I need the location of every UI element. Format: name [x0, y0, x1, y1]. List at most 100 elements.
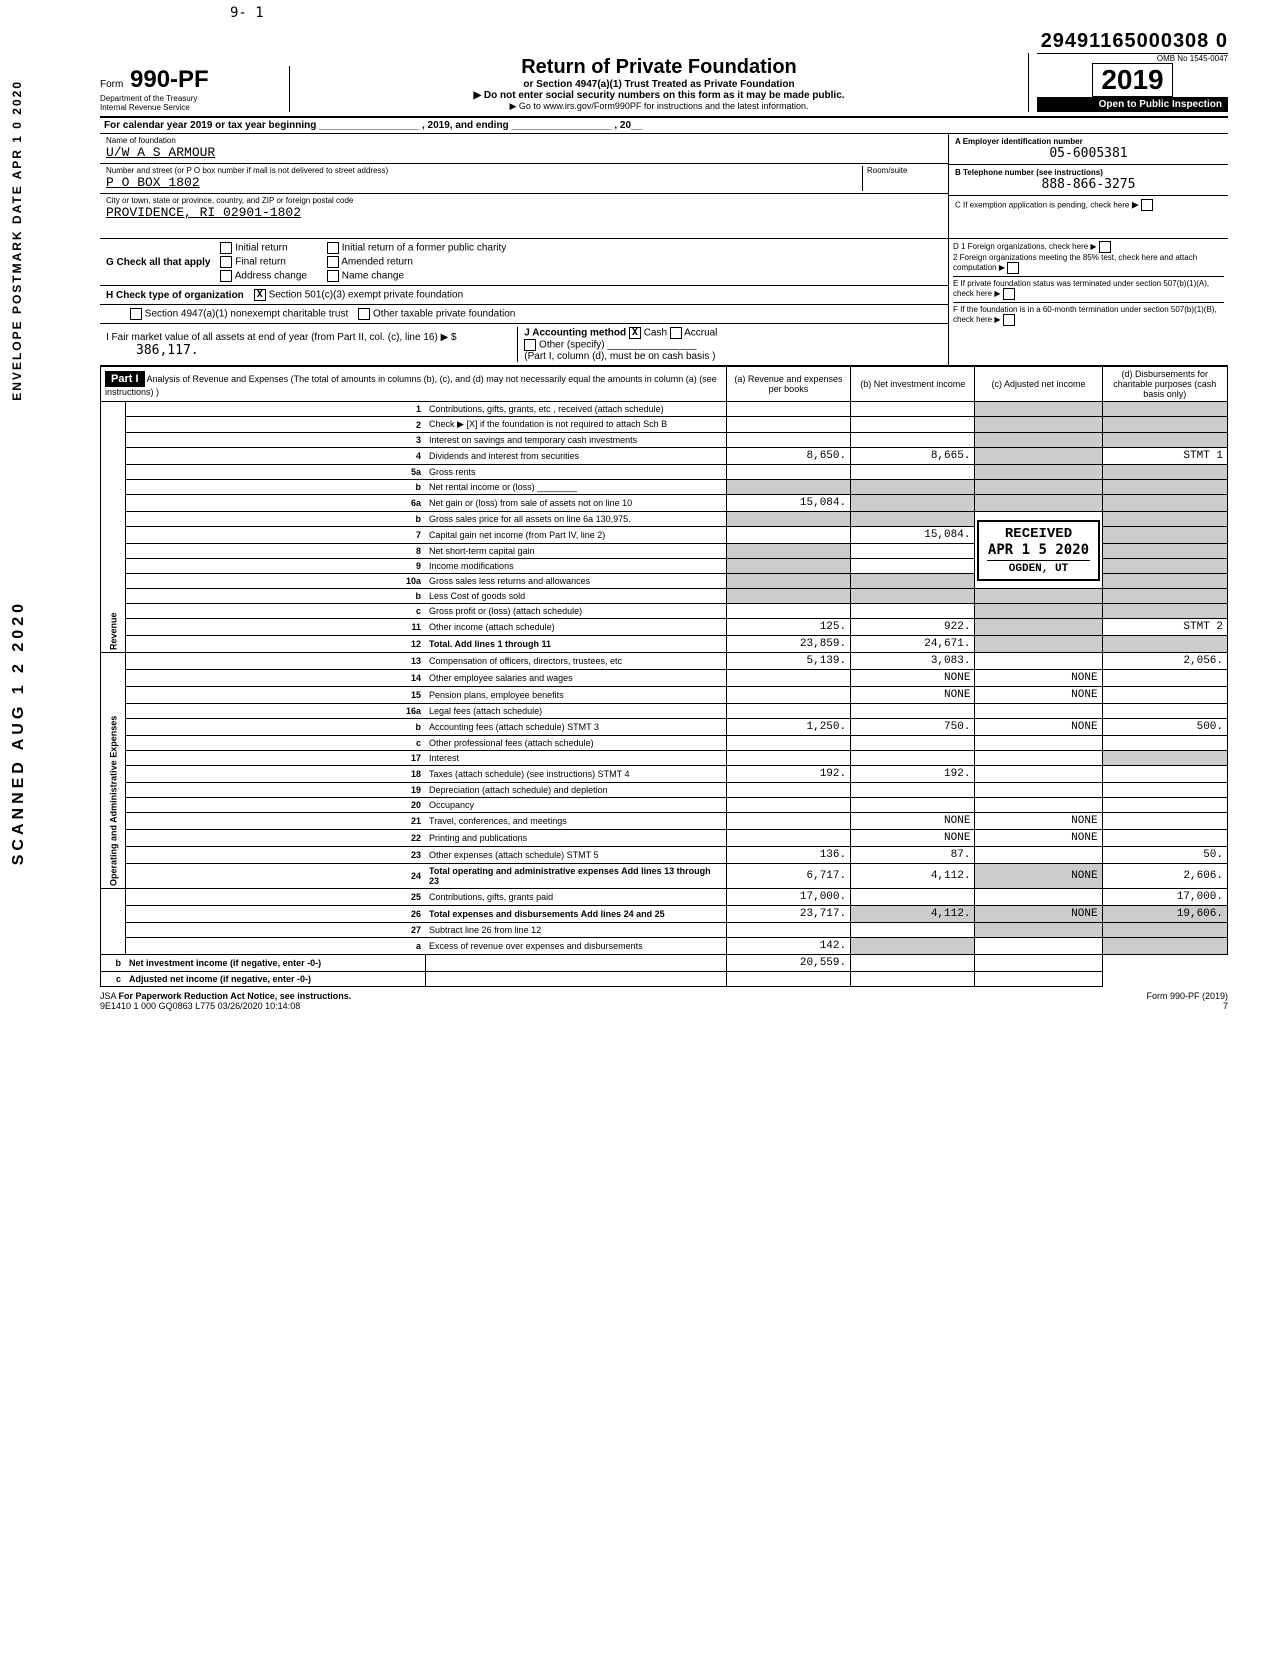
cell: 4,112.: [851, 864, 975, 889]
row-num: 26: [125, 906, 425, 923]
col-b-header: (b) Net investment income: [851, 367, 975, 402]
g-check-amended[interactable]: [327, 256, 339, 268]
j-check-cash[interactable]: X: [629, 327, 641, 339]
i-label: I Fair market value of all assets at end…: [106, 332, 457, 343]
cell: [1102, 480, 1227, 495]
row-num: c: [125, 736, 425, 751]
row-num: 19: [125, 783, 425, 798]
g-check-name[interactable]: [327, 270, 339, 282]
row-desc: Less Cost of goods sold: [425, 589, 726, 604]
box-c-check[interactable]: [1141, 199, 1153, 211]
dln-number: 29491165000308 0: [1041, 30, 1228, 52]
cell: [1102, 766, 1227, 783]
cell: [975, 636, 1102, 653]
row-desc: Occupancy: [425, 798, 726, 813]
cell: [851, 417, 975, 433]
cell: [975, 465, 1102, 480]
cell: 15,084.: [726, 495, 850, 512]
j-other: Other (specify) ________________: [539, 340, 696, 351]
cell: [975, 448, 1102, 465]
jsa: JSA: [100, 991, 116, 1001]
row-desc: Gross rents: [425, 465, 726, 480]
g-check-address[interactable]: [220, 270, 232, 282]
cell: [726, 604, 850, 619]
row-desc: Other income (attach schedule): [425, 619, 726, 636]
cell: [975, 417, 1102, 433]
cell: [1102, 798, 1227, 813]
cell: [1102, 670, 1227, 687]
cell: [726, 751, 850, 766]
cell: NONE: [975, 813, 1102, 830]
j-check-accrual[interactable]: [670, 327, 682, 339]
cell: [726, 574, 850, 589]
cell: [1102, 830, 1227, 847]
cell: [851, 889, 975, 906]
g-check-initial-former[interactable]: [327, 242, 339, 254]
g-opt-4: Amended return: [341, 257, 413, 268]
h-check-other[interactable]: [358, 308, 370, 320]
d1-check[interactable]: [1099, 241, 1111, 253]
cell: 23,717.: [726, 906, 850, 923]
cell: 3,083.: [851, 653, 975, 670]
cell: [1102, 736, 1227, 751]
row-num: 27: [125, 923, 425, 938]
h-opt-2: Other taxable private foundation: [373, 309, 515, 320]
e-check[interactable]: [1003, 288, 1015, 300]
row-desc: Total operating and administrative expen…: [425, 864, 726, 889]
h-check-4947[interactable]: [130, 308, 142, 320]
cell: [851, 604, 975, 619]
g-opt-0: Initial return: [235, 243, 287, 254]
cell: [1102, 402, 1227, 417]
cell: 2,606.: [1102, 864, 1227, 889]
cell: [726, 972, 850, 987]
row-desc: Printing and publications: [425, 830, 726, 847]
row-desc: Net short-term capital gain: [425, 544, 726, 559]
cell: [975, 619, 1102, 636]
cell: [726, 402, 850, 417]
ein-value: 05-6005381: [955, 146, 1222, 161]
row-num: 7: [125, 527, 425, 544]
col-a-header: (a) Revenue and expenses per books: [726, 367, 850, 402]
cell: [1102, 527, 1227, 544]
h-check-501c3[interactable]: X: [254, 289, 266, 301]
cell: [851, 955, 975, 972]
row-desc: Gross sales price for all assets on line…: [425, 512, 726, 527]
row-num: b: [125, 512, 425, 527]
cell: NONE: [851, 670, 975, 687]
cell: [975, 938, 1102, 955]
g-label: G Check all that apply: [106, 257, 210, 268]
cell: [1102, 589, 1227, 604]
cell: [726, 923, 850, 938]
cell: 5,139.: [726, 653, 850, 670]
g-check-initial[interactable]: [220, 242, 232, 254]
g-check-final[interactable]: [220, 256, 232, 268]
cell: NONE: [975, 719, 1102, 736]
part1-header: Part I: [105, 371, 145, 387]
row-num: 15: [125, 687, 425, 704]
cell: STMT 2: [1102, 619, 1227, 636]
cell: [851, 589, 975, 604]
cell: [975, 923, 1102, 938]
cell: NONE: [975, 830, 1102, 847]
row-desc: Net gain or (loss) from sale of assets n…: [425, 495, 726, 512]
row-desc: Depreciation (attach schedule) and deple…: [425, 783, 726, 798]
city-value: PROVIDENCE, RI 02901-1802: [106, 205, 942, 220]
top-sequence: 9- 1: [230, 5, 264, 21]
cell: 136.: [726, 847, 850, 864]
cell: [975, 751, 1102, 766]
row-num: b: [125, 480, 425, 495]
cell: [1102, 433, 1227, 448]
cell: 4,112.: [851, 906, 975, 923]
j-check-other[interactable]: [524, 339, 536, 351]
cell: [851, 480, 975, 495]
row-num: 6a: [125, 495, 425, 512]
footer-form: Form 990-PF (2019): [1146, 991, 1228, 1001]
f-check[interactable]: [1003, 314, 1015, 326]
cell: [726, 813, 850, 830]
box-a-label: A Employer identification number: [955, 137, 1222, 146]
cell: [726, 798, 850, 813]
d2-check[interactable]: [1007, 262, 1019, 274]
cell: [1102, 813, 1227, 830]
cell: 8,650.: [726, 448, 850, 465]
row-num: 12: [125, 636, 425, 653]
